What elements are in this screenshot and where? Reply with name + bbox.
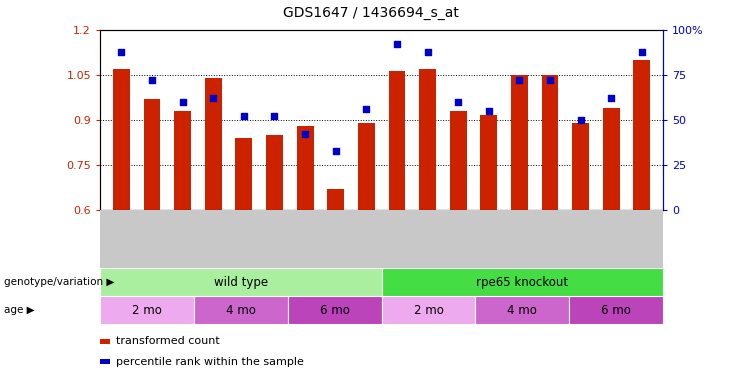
Text: age ▶: age ▶ bbox=[4, 305, 34, 315]
Bar bbox=[480, 116, 497, 210]
Text: percentile rank within the sample: percentile rank within the sample bbox=[116, 357, 304, 367]
Point bbox=[207, 95, 219, 101]
Bar bbox=[288, 296, 382, 324]
Bar bbox=[419, 69, 436, 210]
Text: 2 mo: 2 mo bbox=[413, 304, 443, 317]
Point bbox=[483, 108, 495, 114]
Text: 6 mo: 6 mo bbox=[320, 304, 350, 317]
Bar bbox=[205, 78, 222, 210]
Bar bbox=[328, 189, 344, 210]
Point bbox=[636, 49, 648, 55]
Point bbox=[605, 95, 617, 101]
Point bbox=[299, 131, 311, 137]
Point bbox=[544, 77, 556, 83]
Bar bbox=[100, 296, 194, 324]
Bar bbox=[388, 70, 405, 210]
Text: 2 mo: 2 mo bbox=[132, 304, 162, 317]
Point bbox=[391, 41, 403, 47]
Text: genotype/variation ▶: genotype/variation ▶ bbox=[4, 277, 114, 287]
Text: 6 mo: 6 mo bbox=[602, 304, 631, 317]
Text: transformed count: transformed count bbox=[116, 336, 219, 346]
Text: 4 mo: 4 mo bbox=[508, 304, 537, 317]
Bar bbox=[382, 268, 663, 296]
Point bbox=[514, 77, 525, 83]
Bar bbox=[174, 111, 191, 210]
Point bbox=[177, 99, 189, 105]
Bar bbox=[602, 108, 619, 210]
Text: 4 mo: 4 mo bbox=[226, 304, 256, 317]
Point bbox=[422, 49, 433, 55]
Bar bbox=[113, 69, 130, 210]
Bar bbox=[266, 135, 283, 210]
Bar bbox=[542, 75, 559, 210]
Point bbox=[238, 113, 250, 119]
Point bbox=[330, 148, 342, 154]
Text: GDS1647 / 1436694_s_at: GDS1647 / 1436694_s_at bbox=[282, 6, 459, 20]
Bar bbox=[511, 75, 528, 210]
Point bbox=[116, 49, 127, 55]
Bar bbox=[358, 123, 375, 210]
Bar bbox=[569, 296, 663, 324]
Text: rpe65 knockout: rpe65 knockout bbox=[476, 276, 568, 289]
Bar bbox=[236, 138, 252, 210]
Point bbox=[452, 99, 464, 105]
Point bbox=[268, 113, 280, 119]
Bar bbox=[194, 296, 288, 324]
Bar bbox=[634, 60, 650, 210]
Text: wild type: wild type bbox=[213, 276, 268, 289]
Bar bbox=[572, 123, 589, 210]
Bar bbox=[450, 111, 467, 210]
Bar bbox=[476, 296, 569, 324]
Point bbox=[360, 106, 372, 112]
Bar bbox=[382, 296, 476, 324]
Point bbox=[146, 77, 158, 83]
Bar bbox=[100, 268, 382, 296]
Bar bbox=[296, 126, 313, 210]
Bar bbox=[144, 99, 161, 210]
Point bbox=[574, 117, 586, 123]
